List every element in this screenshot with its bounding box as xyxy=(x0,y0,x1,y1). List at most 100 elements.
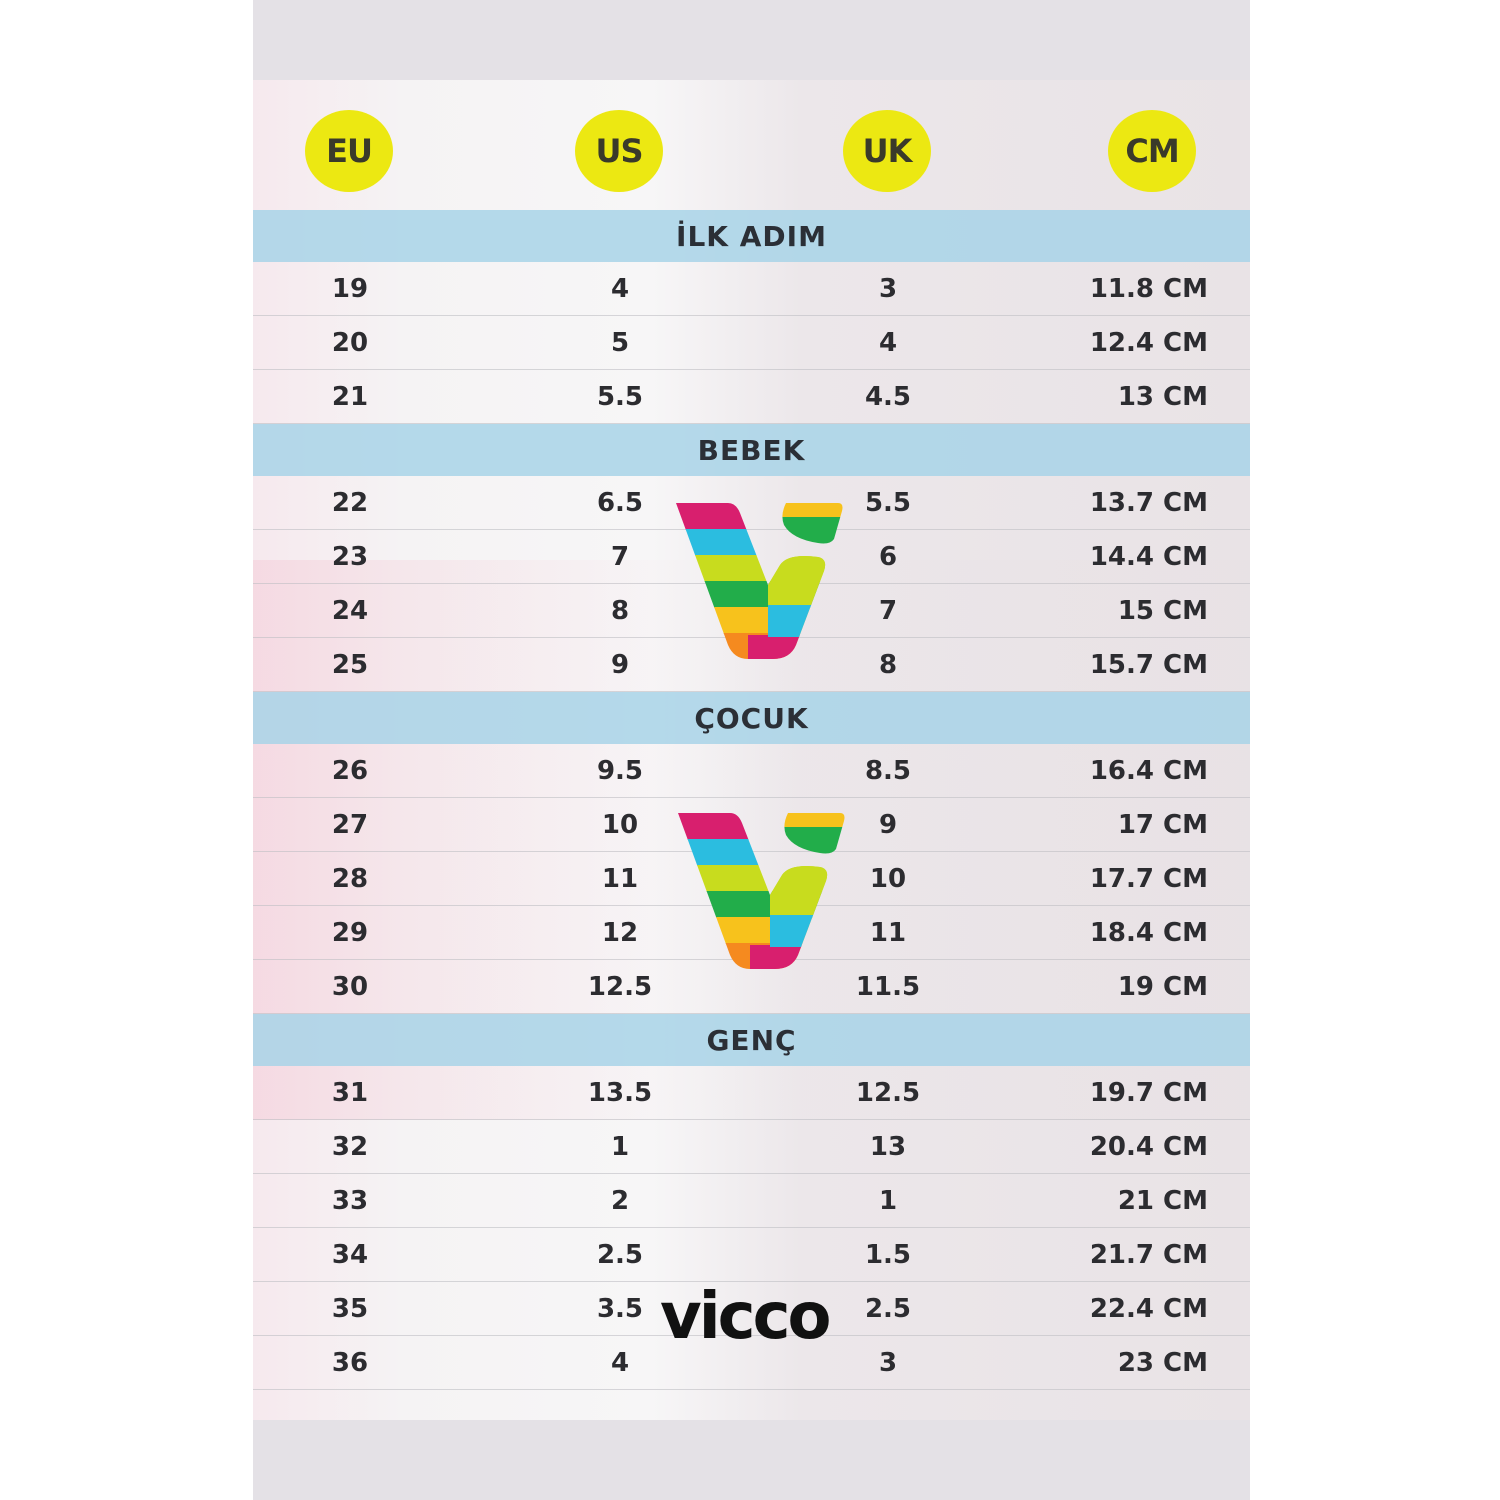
uk-size: 11.5 xyxy=(855,972,921,1002)
table-row: 30 12.5 11.5 19 CM xyxy=(253,960,1250,1014)
table-row: 19 4 3 11.8 CM xyxy=(253,262,1250,316)
table-row: 28 11 10 17.7 CM xyxy=(253,852,1250,906)
header-cm: CM xyxy=(1108,110,1196,192)
us-size: 2.5 xyxy=(596,1240,644,1270)
cm-length: 20.4 CM xyxy=(1089,1132,1208,1162)
us-size: 8 xyxy=(610,596,630,626)
us-size: 5 xyxy=(610,328,630,358)
size-table: İLK ADIM 19 4 3 11.8 CM 20 5 4 12.4 CM 21 5.5 4.5 13… xyxy=(253,210,1250,1390)
cm-length: 12.4 CM xyxy=(1089,328,1208,358)
uk-size: 3 xyxy=(878,274,898,304)
table-row: 31 13.5 12.5 19.7 CM xyxy=(253,1066,1250,1120)
table-row: 25 9 8 15.7 CM xyxy=(253,638,1250,692)
cm-length: 13.7 CM xyxy=(1089,488,1208,518)
eu-size: 24 xyxy=(331,596,369,626)
cm-length: 21.7 CM xyxy=(1089,1240,1208,1270)
table-row: 35 3.5 2.5 22.4 CM xyxy=(253,1282,1250,1336)
eu-size: 33 xyxy=(331,1186,369,1216)
vicco-logo-text: vicco xyxy=(660,1280,831,1354)
eu-size: 20 xyxy=(331,328,369,358)
logo-stripe xyxy=(678,917,828,944)
table-row: 20 5 4 12.4 CM xyxy=(253,316,1250,370)
vicco-v-logo xyxy=(678,813,845,969)
logo-stripe xyxy=(676,581,826,608)
cm-length: 19 CM xyxy=(1117,972,1208,1002)
size-chart-sheet xyxy=(253,80,1250,1420)
eu-size: 32 xyxy=(331,1132,369,1162)
logo-stripe xyxy=(676,607,826,634)
us-size: 9 xyxy=(610,650,630,680)
uk-size: 7 xyxy=(878,596,898,626)
uk-size: 5.5 xyxy=(864,488,912,518)
header-eu: EU xyxy=(305,110,393,192)
eu-size: 29 xyxy=(331,918,369,948)
uk-size: 1 xyxy=(878,1186,898,1216)
uk-size: 4 xyxy=(878,328,898,358)
eu-size: 27 xyxy=(331,810,369,840)
eu-size: 28 xyxy=(331,864,369,894)
eu-size: 21 xyxy=(331,382,369,412)
table-row: 26 9.5 8.5 16.4 CM xyxy=(253,744,1250,798)
column-headers: EU US UK CM xyxy=(253,80,1250,210)
cm-length: 17.7 CM xyxy=(1089,864,1208,894)
eu-size: 22 xyxy=(331,488,369,518)
us-size: 2 xyxy=(610,1186,630,1216)
us-size: 4 xyxy=(610,1348,630,1378)
logo-stripe xyxy=(678,891,828,918)
cm-length: 19.7 CM xyxy=(1089,1078,1208,1108)
us-size: 7 xyxy=(610,542,630,572)
section-band: İLK ADIM xyxy=(253,210,1250,262)
us-size: 10 xyxy=(601,810,639,840)
uk-size: 1.5 xyxy=(864,1240,912,1270)
uk-size: 6 xyxy=(878,542,898,572)
section-band: ÇOCUK xyxy=(253,692,1250,744)
table-row: 21 5.5 4.5 13 CM xyxy=(253,370,1250,424)
table-row: 36 4 3 23 CM xyxy=(253,1336,1250,1390)
header-us: US xyxy=(575,110,663,192)
cm-length: 16.4 CM xyxy=(1089,756,1208,786)
uk-size: 11 xyxy=(869,918,907,948)
uk-size: 9 xyxy=(878,810,898,840)
uk-size: 8.5 xyxy=(864,756,912,786)
cm-length: 13 CM xyxy=(1117,382,1208,412)
eu-size: 36 xyxy=(331,1348,369,1378)
section-band: GENÇ xyxy=(253,1014,1250,1066)
eu-size: 31 xyxy=(331,1078,369,1108)
cm-length: 15 CM xyxy=(1117,596,1208,626)
us-size: 9.5 xyxy=(596,756,644,786)
section-band: BEBEK xyxy=(253,424,1250,476)
eu-size: 23 xyxy=(331,542,369,572)
us-size: 6.5 xyxy=(596,488,644,518)
us-size: 4 xyxy=(610,274,630,304)
cm-length: 18.4 CM xyxy=(1089,918,1208,948)
cm-length: 14.4 CM xyxy=(1089,542,1208,572)
uk-size: 13 xyxy=(869,1132,907,1162)
header-uk: UK xyxy=(843,110,931,192)
uk-size: 8 xyxy=(878,650,898,680)
us-size: 11 xyxy=(601,864,639,894)
uk-size: 10 xyxy=(869,864,907,894)
us-size: 5.5 xyxy=(596,382,644,412)
eu-size: 19 xyxy=(331,274,369,304)
table-row: 33 2 1 21 CM xyxy=(253,1174,1250,1228)
vicco-v-logo xyxy=(676,503,843,659)
cm-length: 11.8 CM xyxy=(1089,274,1208,304)
eu-size: 26 xyxy=(331,756,369,786)
us-size: 3.5 xyxy=(596,1294,644,1324)
cm-length: 23 CM xyxy=(1117,1348,1208,1378)
cm-length: 17 CM xyxy=(1117,810,1208,840)
uk-size: 4.5 xyxy=(864,382,912,412)
us-size: 13.5 xyxy=(587,1078,653,1108)
cm-length: 21 CM xyxy=(1117,1186,1208,1216)
cm-length: 22.4 CM xyxy=(1089,1294,1208,1324)
us-size: 12 xyxy=(601,918,639,948)
eu-size: 25 xyxy=(331,650,369,680)
eu-size: 30 xyxy=(331,972,369,1002)
cm-length: 15.7 CM xyxy=(1089,650,1208,680)
us-size: 12.5 xyxy=(587,972,653,1002)
us-size: 1 xyxy=(610,1132,630,1162)
eu-size: 35 xyxy=(331,1294,369,1324)
uk-size: 3 xyxy=(878,1348,898,1378)
table-row: 34 2.5 1.5 21.7 CM xyxy=(253,1228,1250,1282)
table-row: 32 1 13 20.4 CM xyxy=(253,1120,1250,1174)
